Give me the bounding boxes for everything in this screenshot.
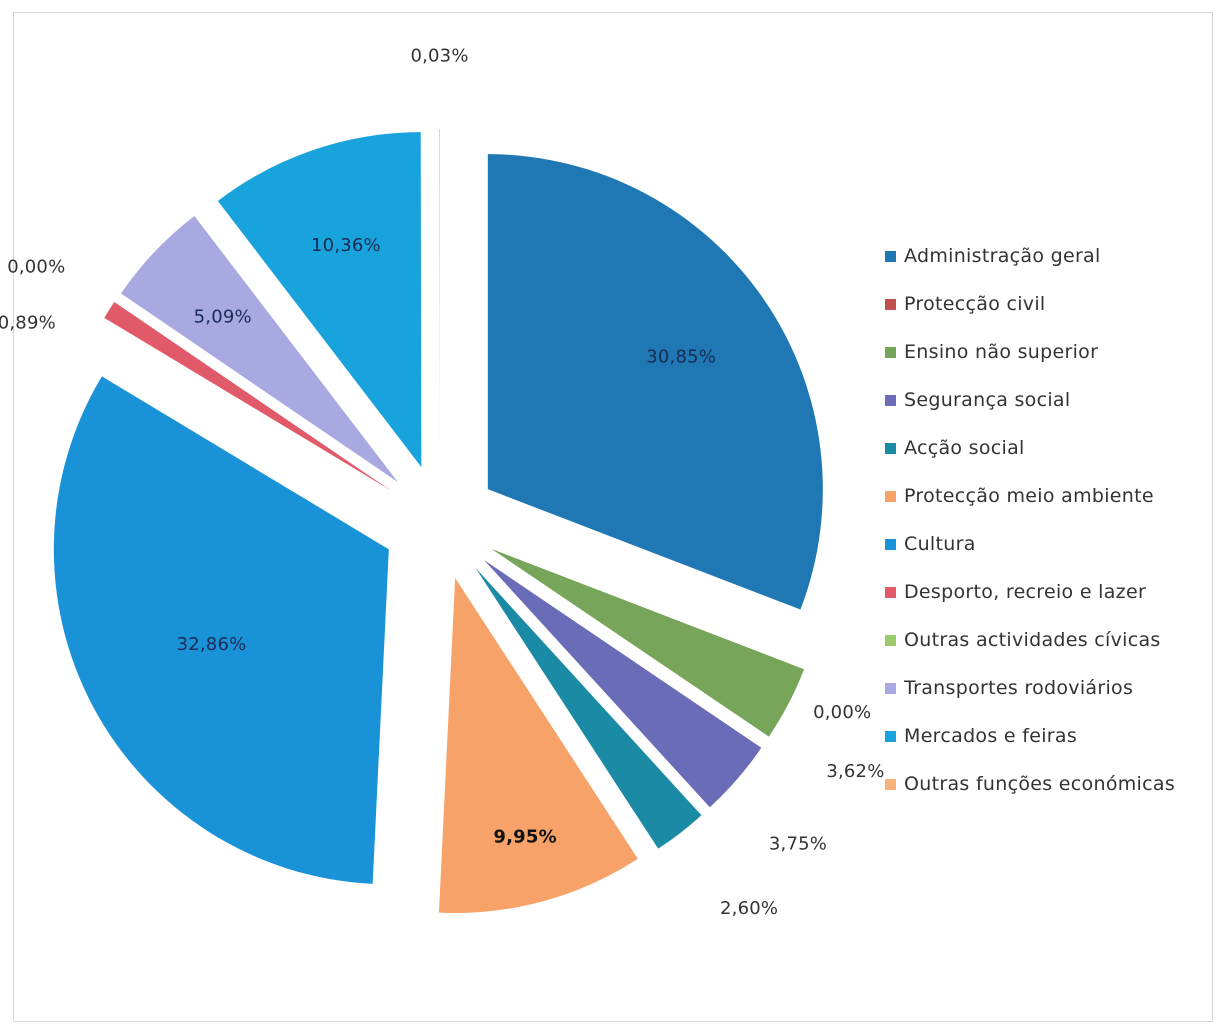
legend-label: Desporto, recreio e lazer <box>904 581 1147 603</box>
pie-slice <box>217 132 422 468</box>
legend-swatch <box>885 491 896 502</box>
legend-item-administracao-geral: Administração geral <box>885 240 1205 288</box>
legend-item-outras-actividades-civicas: Outras actividades cívicas <box>885 624 1205 672</box>
legend-item-accao-social: Acção social <box>885 432 1205 480</box>
slice-data-label: 3,62% <box>826 761 884 782</box>
legend-label: Transportes rodoviários <box>904 677 1134 699</box>
legend-label: Administração geral <box>904 245 1101 267</box>
legend-swatch <box>885 347 896 358</box>
pie-slice <box>53 376 389 884</box>
slice-data-label: 2,60% <box>720 898 778 919</box>
pie-slice <box>483 559 762 808</box>
slice-data-label: 5,09% <box>194 306 252 327</box>
legend-label: Outras actividades cívicas <box>904 629 1161 651</box>
slice-data-label: 0,89% <box>0 312 56 333</box>
slice-data-label: 0,03% <box>410 45 468 66</box>
legend-item-proteccao-civil: Protecção civil <box>885 288 1205 336</box>
legend-swatch <box>885 251 896 262</box>
legend-swatch <box>885 443 896 454</box>
slice-data-label: 32,86% <box>177 634 247 655</box>
legend-item-mercados-e-feiras: Mercados e feiras <box>885 720 1205 768</box>
slice-labels: 30,85% 3,62% 3,75% 2,60% 9,95% 32,86% 0,89% 0,0… <box>0 45 884 919</box>
legend-item-cultura: Cultura <box>885 528 1205 576</box>
pie-slice <box>439 129 440 465</box>
pie-slices <box>53 129 823 913</box>
legend-swatch <box>885 731 896 742</box>
slice-data-label: 30,85% <box>646 346 716 367</box>
pie-slice <box>104 302 392 491</box>
legend-label: Mercados e feiras <box>904 725 1078 747</box>
slice-data-label: 10,36% <box>311 235 381 256</box>
legend-item-seguranca-social: Segurança social <box>885 384 1205 432</box>
pie-slice <box>487 154 823 610</box>
legend-swatch <box>885 635 896 646</box>
legend-swatch <box>885 299 896 310</box>
legend-label: Protecção meio ambiente <box>904 485 1154 507</box>
legend-swatch <box>885 779 896 790</box>
slice-data-label: 0,00% <box>813 702 871 723</box>
legend-swatch <box>885 395 896 406</box>
pie-slice <box>475 567 702 849</box>
legend-label: Outras funções económicas <box>904 773 1176 795</box>
legend-label: Acção social <box>904 437 1025 459</box>
slice-data-label: 3,75% <box>769 833 827 854</box>
pie-slice <box>438 577 638 913</box>
legend-swatch <box>885 539 896 550</box>
pie-slice <box>491 548 805 737</box>
legend-swatch <box>885 587 896 598</box>
legend-label: Segurança social <box>904 389 1071 411</box>
legend-label: Protecção civil <box>904 293 1046 315</box>
legend-label: Ensino não superior <box>904 341 1099 363</box>
legend-swatch <box>885 683 896 694</box>
slice-data-label: 0,00% <box>7 257 65 278</box>
legend-item-proteccao-meio-ambiente: Protecção meio ambiente <box>885 480 1205 528</box>
slice-data-label: 9,95% <box>493 827 556 848</box>
pie-slice <box>121 216 398 483</box>
legend-item-outras-funcoes-economicas: Outras funções económicas <box>885 768 1205 816</box>
legend-label: Cultura <box>904 533 976 555</box>
chart-legend: Administração geral Protecção civil Ensi… <box>885 240 1205 816</box>
legend-item-desporto-recreio-lazer: Desporto, recreio e lazer <box>885 576 1205 624</box>
legend-item-transportes-rodoviarios: Transportes rodoviários <box>885 672 1205 720</box>
legend-item-ensino-nao-superior: Ensino não superior <box>885 336 1205 384</box>
